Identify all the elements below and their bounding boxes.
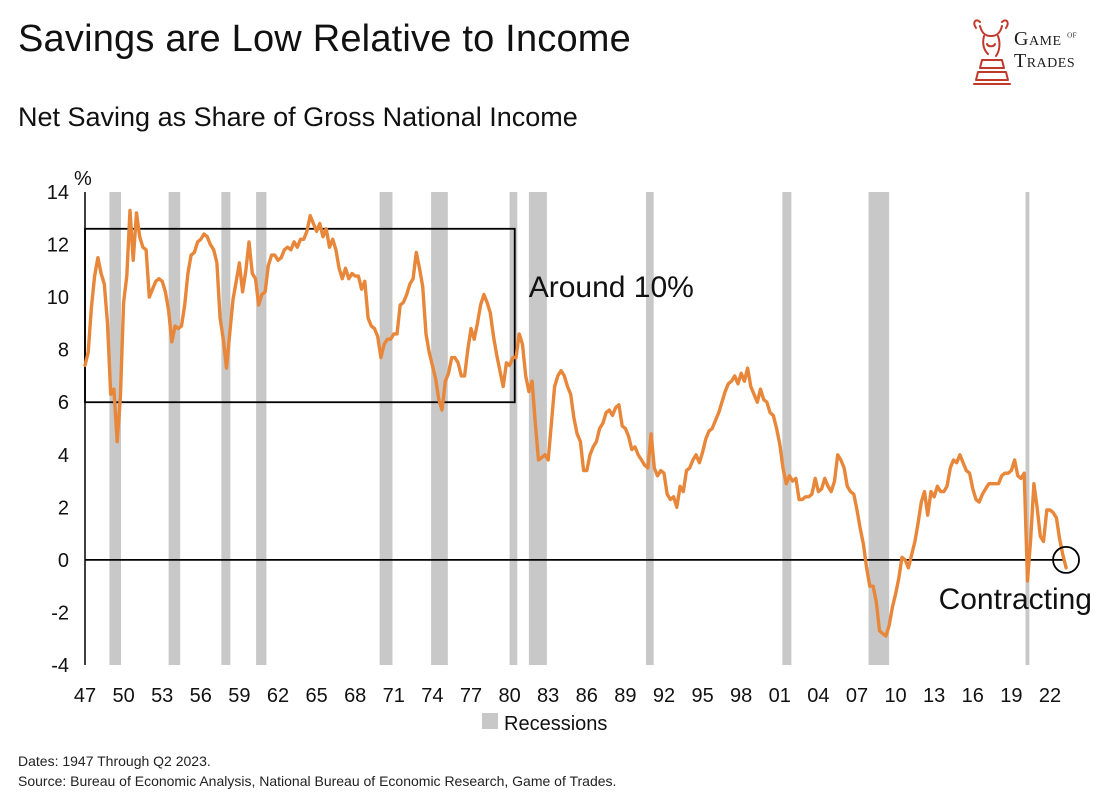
y-axis-unit-label: % (74, 168, 92, 190)
y-tick-label: 6 (58, 392, 69, 414)
recession-bar (645, 192, 654, 665)
y-tick-label: 10 (47, 287, 69, 309)
recession-bar (256, 192, 267, 665)
y-tick-label: -2 (51, 602, 69, 624)
x-tick-label: 98 (730, 685, 752, 707)
recession-bar (431, 192, 448, 665)
y-tick-label: 0 (58, 550, 69, 572)
recession-bar (868, 192, 890, 665)
x-tick-label: 65 (305, 685, 327, 707)
recession-bar (168, 192, 181, 665)
game-of-trades-logo: Game of Trades (968, 14, 1108, 94)
y-tick-label: 14 (47, 182, 69, 204)
x-tick-label: 53 (151, 685, 173, 707)
x-tick-label: 56 (190, 685, 212, 707)
x-tick-label: 83 (537, 685, 559, 707)
x-tick-label: 10 (884, 685, 906, 707)
x-tick-label: 16 (962, 685, 984, 707)
legend-swatch-recessions (482, 713, 498, 729)
legend-label-recessions: Recessions (504, 713, 607, 735)
recession-bar (1025, 192, 1030, 665)
x-tick-label: 62 (267, 685, 289, 707)
recession-bar (221, 192, 231, 665)
recession-bar (528, 192, 547, 665)
logo-word-game: Game (1014, 28, 1062, 50)
x-tick-label: 19 (1000, 685, 1022, 707)
page-title: Savings are Low Relative to Income (18, 18, 632, 60)
around-10-percent-box (84, 227, 516, 404)
x-tick-label: 89 (614, 685, 636, 707)
bull-chess-knight-icon (973, 19, 1011, 85)
logo-word-of: of (1067, 29, 1078, 41)
source-note: Source: Bureau of Economic Analysis, Nat… (18, 773, 617, 789)
x-tick-label: 22 (1039, 685, 1061, 707)
x-tick-label: 07 (846, 685, 868, 707)
logo-word-trades: Trades (1014, 50, 1076, 72)
recession-bar (509, 192, 518, 665)
x-tick-label: 92 (653, 685, 675, 707)
chart-subtitle: Net Saving as Share of Gross National In… (18, 102, 578, 132)
x-tick-label: 59 (228, 685, 250, 707)
x-tick-label: 47 (74, 685, 96, 707)
y-tick-label: 4 (58, 445, 69, 467)
y-tick-label: -4 (51, 655, 69, 677)
x-tick-label: 68 (344, 685, 366, 707)
x-tick-label: 71 (383, 685, 405, 707)
x-tick-label: 80 (498, 685, 520, 707)
y-tick-label: 12 (47, 235, 69, 257)
contracting-circle (1052, 545, 1080, 574)
x-tick-label: 04 (807, 685, 829, 707)
x-tick-label: 86 (576, 685, 598, 707)
x-tick-label: 50 (112, 685, 134, 707)
contracting-label: Contracting (939, 583, 1092, 616)
series-line-net-saving (83, 208, 1068, 638)
x-tick-label: 77 (460, 685, 482, 707)
x-tick-label: 13 (923, 685, 945, 707)
x-tick-label: 95 (691, 685, 713, 707)
recession-bar (782, 192, 792, 665)
recession-bar (379, 192, 393, 665)
y-tick-label: 8 (58, 340, 69, 362)
y-tick-label: 2 (58, 497, 69, 519)
dates-note: Dates: 1947 Through Q2 2023. (18, 753, 211, 769)
x-tick-label: 74 (421, 685, 443, 707)
around-10-percent-label: Around 10% (529, 271, 694, 304)
x-tick-label: 01 (769, 685, 791, 707)
